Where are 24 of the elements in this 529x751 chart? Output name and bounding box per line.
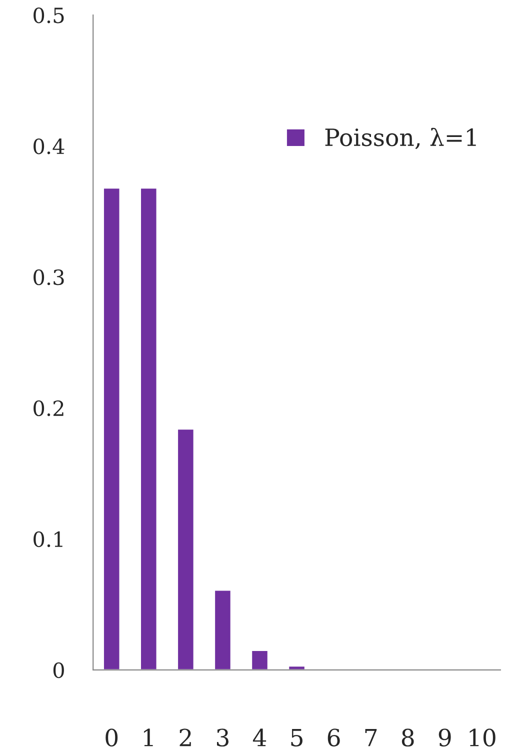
x-tick-label: 9 (438, 728, 451, 746)
x-tick-label: 7 (365, 728, 377, 746)
x-tick-label: 3 (217, 728, 228, 746)
y-tick-label: 0.2 (34, 400, 64, 416)
bar (214, 589, 232, 670)
x-tick-label: 6 (328, 728, 340, 746)
x-tick-label: 8 (402, 728, 414, 746)
x-tick-label: 4 (252, 728, 266, 746)
bar (288, 665, 306, 670)
bar (176, 428, 195, 670)
x-tick-label: 1 (144, 728, 153, 746)
bar (140, 187, 158, 670)
x-tick-label: 0 (106, 728, 118, 746)
y-tick-label: 0 (53, 662, 64, 678)
legend-label: Poisson, λ=1 (325, 128, 476, 150)
y-tick-label: 0.4 (34, 138, 64, 154)
y-tick-label: 0.3 (34, 269, 64, 286)
x-tick-label: 10 (470, 728, 496, 746)
x-tick-label: 5 (291, 728, 302, 746)
y-tick-label: 0.1 (34, 531, 62, 548)
x-tick-label: 2 (180, 728, 191, 746)
bar (250, 650, 269, 670)
y-tick-label: 0.5 (34, 7, 64, 24)
bar (102, 187, 121, 670)
